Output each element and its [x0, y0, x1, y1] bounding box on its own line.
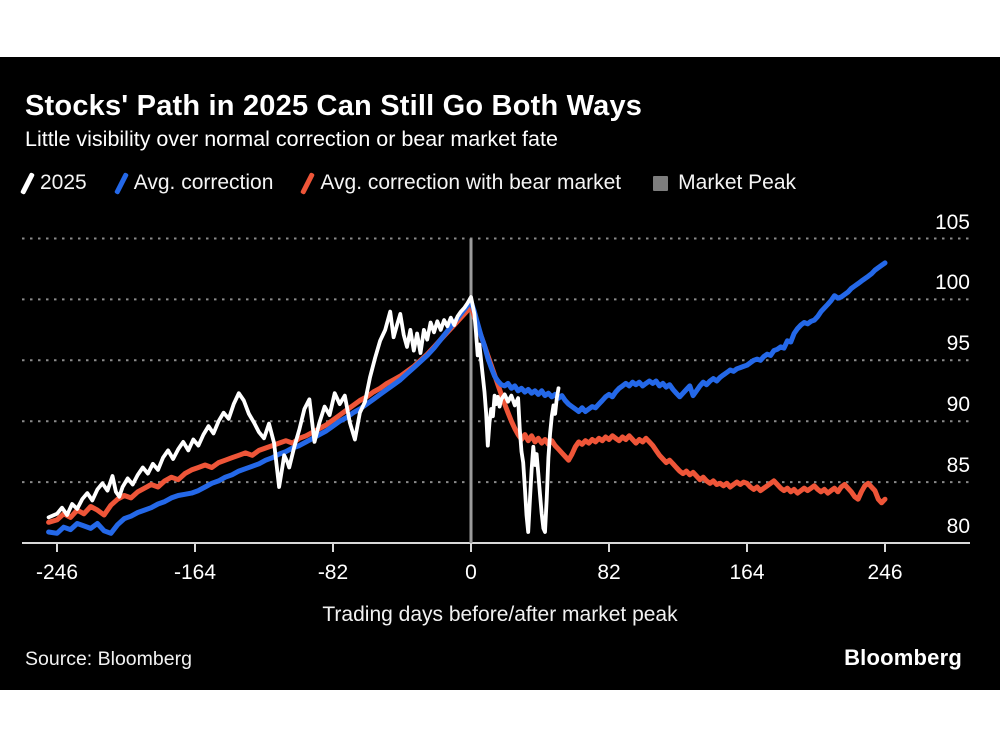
bloomberg-logo: Bloomberg [844, 645, 962, 670]
legend-item-avg-correction-with-bear-market: Avg. correction with bear market [300, 171, 622, 195]
legend-item-avg-correction: Avg. correction [113, 171, 274, 195]
legend-item-market-peak: Market Peak [653, 171, 796, 195]
legend-slash-marker-icon [300, 171, 316, 195]
y-axis-label: 85 [946, 454, 970, 478]
chart-title: Stocks' Path in 2025 Can Still Go Both W… [25, 90, 643, 122]
x-axis-label: 164 [729, 561, 765, 584]
series-line [46, 260, 888, 536]
legend-slash-marker-icon [113, 171, 129, 195]
legend-item-2025: 2025 [20, 171, 87, 195]
source-note: Source: Bloomberg [25, 648, 192, 670]
series-line [46, 295, 561, 534]
x-axis-label: 246 [867, 561, 903, 584]
x-axis-label: 0 [465, 561, 477, 584]
legend: 2025 Avg. correction Avg. correction with … [20, 171, 796, 195]
legend-label: Market Peak [678, 171, 797, 194]
chart-subtitle: Little visibility over normal correction… [25, 127, 558, 151]
x-axis-label: -82 [317, 561, 349, 584]
legend-label: Avg. correction with bear market [320, 171, 622, 194]
x-axis-label: 82 [597, 561, 621, 584]
chart-panel [0, 57, 1000, 690]
series-line [46, 304, 888, 525]
y-axis-label: 80 [946, 515, 970, 538]
y-axis-label: 105 [934, 210, 970, 234]
legend-square-marker-icon [653, 175, 669, 191]
legend-label: Avg. correction [133, 171, 274, 194]
legend-label: 2025 [40, 171, 87, 194]
x-axis-label: -164 [173, 561, 217, 584]
x-axis-label: -246 [35, 561, 79, 584]
y-axis-label: 90 [946, 393, 970, 417]
y-axis-label: 95 [946, 332, 970, 356]
y-axis-label: 100 [934, 271, 970, 295]
x-axis-title: Trading days before/after market peak [322, 603, 678, 626]
